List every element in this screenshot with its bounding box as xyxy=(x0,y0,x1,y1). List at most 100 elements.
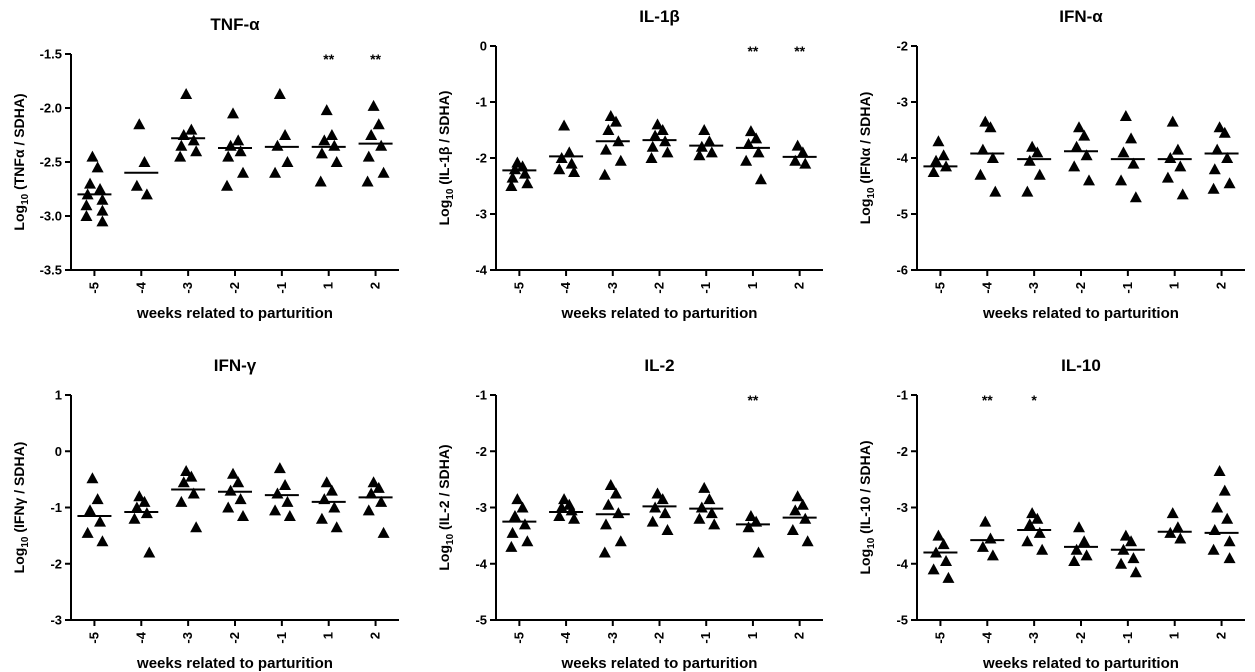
data-point xyxy=(698,124,711,135)
data-point xyxy=(1078,535,1091,547)
x-tick-label: -2 xyxy=(652,282,667,294)
y-axis-label-subscript: 10 xyxy=(20,193,31,205)
data-point xyxy=(234,493,247,505)
data-point xyxy=(1208,163,1221,175)
y-axis-label-rest: (IL-1β / SDHA) xyxy=(436,91,452,189)
y-tick-label: -3 xyxy=(50,613,62,628)
y-tick-label: -5 xyxy=(896,613,908,628)
data-point xyxy=(1119,110,1132,121)
data-point xyxy=(703,493,716,505)
x-tick-label: 1 xyxy=(321,632,336,639)
data-point xyxy=(932,529,945,541)
y-axis-label-main: Log xyxy=(857,199,873,225)
data-point xyxy=(521,535,534,547)
data-point xyxy=(81,526,94,538)
x-tick-label: 1 xyxy=(1167,282,1182,289)
x-tick-label: -5 xyxy=(932,282,947,294)
data-point xyxy=(661,524,674,535)
x-tick-label: -2 xyxy=(1073,282,1088,294)
data-point xyxy=(1117,146,1130,158)
data-point xyxy=(325,129,338,140)
data-point xyxy=(1223,535,1236,547)
x-tick-label: 1 xyxy=(745,282,760,289)
data-point xyxy=(614,154,627,166)
data-point xyxy=(362,504,375,516)
data-point xyxy=(227,467,239,479)
panel-2: IFN-α -6 -5 -4 -3 -2 -5 -4 -3 -2 -1 1 2 weeks related… xyxy=(857,7,1245,322)
y-tick-label: -4 xyxy=(896,556,908,571)
data-point xyxy=(86,150,99,162)
data-point xyxy=(703,135,716,147)
x-tick-label: -3 xyxy=(605,282,620,294)
data-point xyxy=(227,107,239,119)
y-axis-label-rest: (IL-10 / SDHA) xyxy=(857,440,873,537)
chart-title: IL-10 xyxy=(1061,356,1101,375)
x-tick-label: -4 xyxy=(558,631,573,643)
x-tick-label: -2 xyxy=(1073,632,1088,644)
y-axis-label-main: Log xyxy=(11,548,27,574)
data-point xyxy=(604,479,617,490)
data-point xyxy=(698,481,711,493)
data-point xyxy=(91,493,104,505)
y-axis-label: Log10 (IL-10 / SDHA) xyxy=(857,440,877,574)
panel-3: IFN-γ -3 -2 -1 0 1 -5 -4 -3 -2 -1 1 2 weeks related t… xyxy=(11,356,399,672)
y-axis-label-subscript: 10 xyxy=(445,533,456,545)
y-tick-label: -1 xyxy=(475,95,487,110)
data-point xyxy=(221,179,233,191)
y-axis-label-main: Log xyxy=(436,545,452,571)
data-point xyxy=(1223,552,1236,564)
x-tick-label: 1 xyxy=(1167,632,1182,639)
x-tick-label: -5 xyxy=(86,632,101,644)
data-point xyxy=(942,571,955,583)
data-point xyxy=(273,462,286,474)
data-point xyxy=(330,521,343,533)
data-point xyxy=(1068,554,1081,566)
data-point xyxy=(646,515,659,527)
data-point xyxy=(1068,160,1081,172)
y-axis-label-rest: (IL-2 / SDHA) xyxy=(436,444,452,533)
x-tick-label: 2 xyxy=(792,632,807,639)
data-point xyxy=(96,204,109,216)
data-point xyxy=(1221,512,1234,524)
data-point xyxy=(558,119,571,131)
x-tick-label: -5 xyxy=(86,282,101,294)
data-point xyxy=(602,498,615,510)
data-point xyxy=(1021,535,1034,547)
significance-marker: ** xyxy=(982,392,993,408)
data-point xyxy=(190,521,203,533)
data-point xyxy=(1021,185,1034,197)
data-point xyxy=(1033,526,1046,538)
data-point xyxy=(518,518,531,530)
data-point xyxy=(989,185,1002,197)
x-tick-label: 1 xyxy=(745,632,760,639)
data-point xyxy=(315,147,328,159)
y-axis-label-subscript: 10 xyxy=(445,188,456,200)
x-tick-label: -2 xyxy=(227,282,242,294)
chart-title: IFN-γ xyxy=(214,356,257,375)
data-point xyxy=(130,179,143,191)
panel-1: IL-1β -4 -3 -2 -1 0 -5 -4 -3 -2 -1 1 2 weeks related … xyxy=(436,7,823,322)
y-axis-label: Log10 (IFNγ / SDHA) xyxy=(11,442,31,574)
y-tick-label: -3.5 xyxy=(40,263,62,278)
y-tick-label: -3 xyxy=(896,500,908,515)
y-tick-label: -5 xyxy=(475,613,487,628)
significance-marker: * xyxy=(1031,392,1037,408)
data-point xyxy=(315,512,328,524)
x-tick-label: 1 xyxy=(321,282,336,289)
y-tick-label: -3 xyxy=(475,207,487,222)
significance-marker: ** xyxy=(747,43,758,59)
data-point xyxy=(974,168,987,180)
data-point xyxy=(143,546,156,558)
data-point xyxy=(659,507,672,519)
x-tick-label: -5 xyxy=(511,282,526,294)
data-point xyxy=(565,157,578,169)
data-point xyxy=(1211,501,1224,513)
y-tick-label: -1 xyxy=(475,388,487,403)
y-tick-label: -6 xyxy=(896,263,908,278)
data-point xyxy=(1174,160,1187,172)
x-tick-label: 2 xyxy=(368,282,383,289)
x-tick-label: -3 xyxy=(180,632,195,644)
y-axis-label-subscript: 10 xyxy=(866,187,877,199)
y-tick-label: -1 xyxy=(50,500,62,515)
